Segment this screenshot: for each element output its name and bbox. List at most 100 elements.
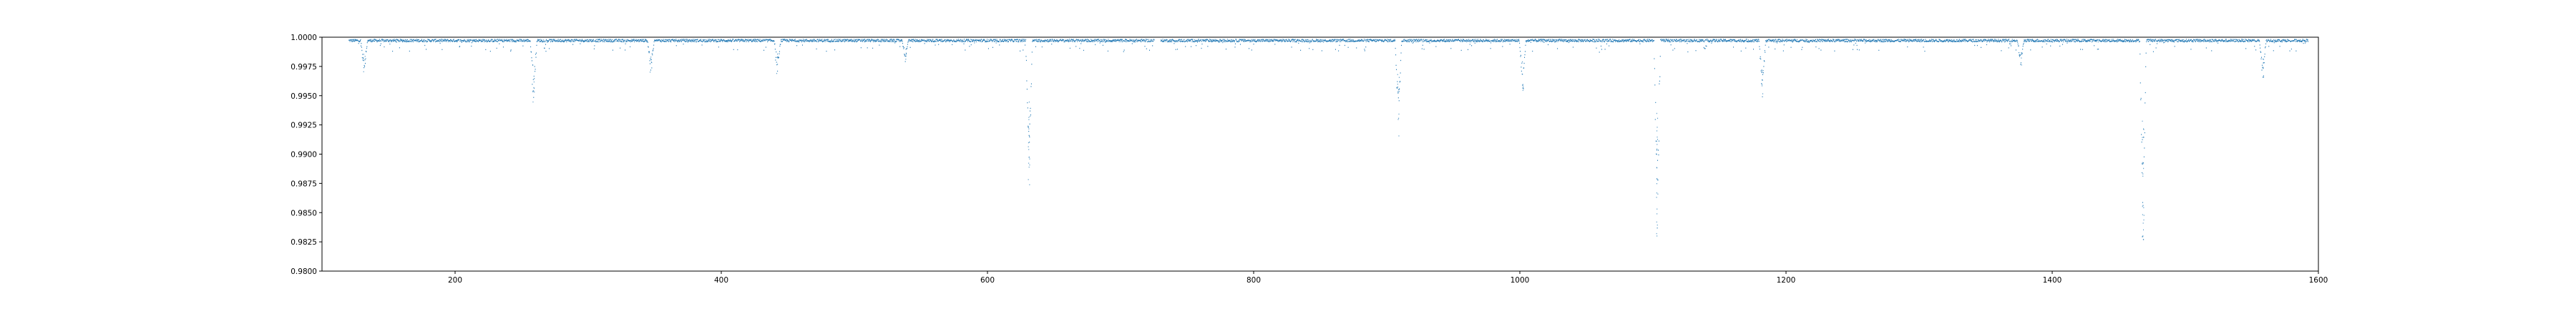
data-point xyxy=(993,41,995,42)
data-point xyxy=(1519,42,1521,44)
data-point xyxy=(1791,39,1792,41)
data-point xyxy=(1649,39,1651,41)
data-point xyxy=(860,47,862,49)
data-point xyxy=(1436,39,1438,41)
data-point xyxy=(1410,41,1412,43)
data-point xyxy=(1751,41,1752,43)
data-point xyxy=(1319,40,1321,41)
data-point xyxy=(1783,44,1785,46)
data-point xyxy=(1151,39,1153,41)
data-point xyxy=(894,42,896,44)
data-point xyxy=(595,39,597,41)
data-point xyxy=(1534,39,1536,41)
data-point xyxy=(1846,39,1848,40)
data-point xyxy=(1974,44,1976,46)
data-point xyxy=(1344,39,1345,41)
data-point xyxy=(1667,40,1669,41)
data-point xyxy=(769,39,771,41)
data-point xyxy=(581,39,582,41)
data-point xyxy=(1461,39,1463,41)
data-point xyxy=(1853,40,1854,41)
data-point xyxy=(1400,52,1402,54)
data-point xyxy=(1148,39,1149,40)
data-point xyxy=(2016,40,2018,41)
data-point xyxy=(493,41,494,42)
data-point xyxy=(1772,40,1773,41)
data-point xyxy=(568,39,570,41)
data-point xyxy=(975,39,977,41)
data-point xyxy=(1130,39,1131,41)
data-point xyxy=(1493,39,1494,41)
data-point xyxy=(834,49,836,51)
data-point xyxy=(905,55,907,57)
data-point xyxy=(396,39,398,41)
data-point xyxy=(1662,39,1664,41)
data-point xyxy=(1804,39,1805,41)
data-point xyxy=(1668,39,1669,41)
data-point xyxy=(1765,40,1767,41)
data-point xyxy=(597,41,599,43)
data-point xyxy=(1329,39,1330,41)
data-point xyxy=(844,39,846,41)
data-point xyxy=(1689,41,1691,43)
data-point xyxy=(1080,39,1081,41)
data-point xyxy=(1946,39,1948,40)
data-point xyxy=(1289,39,1290,41)
data-point xyxy=(1065,40,1066,41)
data-point xyxy=(1416,39,1418,40)
data-point xyxy=(499,39,501,41)
data-point xyxy=(1169,40,1170,41)
data-point xyxy=(1972,41,1974,43)
data-point xyxy=(937,39,939,41)
data-point xyxy=(758,39,760,41)
data-point xyxy=(1026,80,1028,82)
data-point xyxy=(867,47,868,49)
data-point xyxy=(353,40,354,41)
data-point xyxy=(522,40,524,41)
data-point xyxy=(1421,48,1423,49)
data-point xyxy=(1828,40,1830,41)
data-point xyxy=(1769,39,1770,41)
data-point xyxy=(569,39,570,41)
data-point xyxy=(1959,41,1961,43)
data-point xyxy=(678,39,680,41)
data-point xyxy=(1699,41,1700,43)
data-point xyxy=(580,39,582,41)
data-point xyxy=(1728,39,1729,41)
data-point xyxy=(1848,39,1850,41)
data-point xyxy=(1652,39,1653,41)
data-point xyxy=(1611,41,1613,42)
data-point xyxy=(1800,39,1802,41)
data-point xyxy=(572,44,574,45)
data-point xyxy=(1148,49,1150,51)
data-point xyxy=(1279,39,1281,41)
data-point xyxy=(1485,40,1486,41)
data-point xyxy=(948,39,950,41)
data-point xyxy=(1531,39,1533,41)
data-point xyxy=(889,39,890,41)
data-point xyxy=(651,67,653,69)
data-point xyxy=(1271,39,1272,41)
data-point xyxy=(803,39,804,41)
data-point xyxy=(492,39,493,41)
data-point xyxy=(1335,49,1336,50)
data-point xyxy=(1339,39,1340,41)
data-point xyxy=(737,49,738,51)
data-point xyxy=(962,39,964,41)
data-point xyxy=(1831,40,1833,41)
data-point xyxy=(772,40,774,41)
data-point xyxy=(1721,39,1722,41)
data-point xyxy=(636,39,638,41)
data-point xyxy=(1523,67,1525,69)
data-point xyxy=(1396,69,1397,70)
data-point xyxy=(495,39,497,41)
data-point xyxy=(1695,40,1697,41)
data-point xyxy=(699,39,701,41)
data-point xyxy=(680,39,681,41)
data-point xyxy=(1405,39,1407,41)
data-point xyxy=(1638,39,1639,41)
data-point xyxy=(1330,40,1332,41)
data-point xyxy=(736,39,738,40)
data-point xyxy=(1219,39,1220,41)
data-point xyxy=(692,40,693,41)
